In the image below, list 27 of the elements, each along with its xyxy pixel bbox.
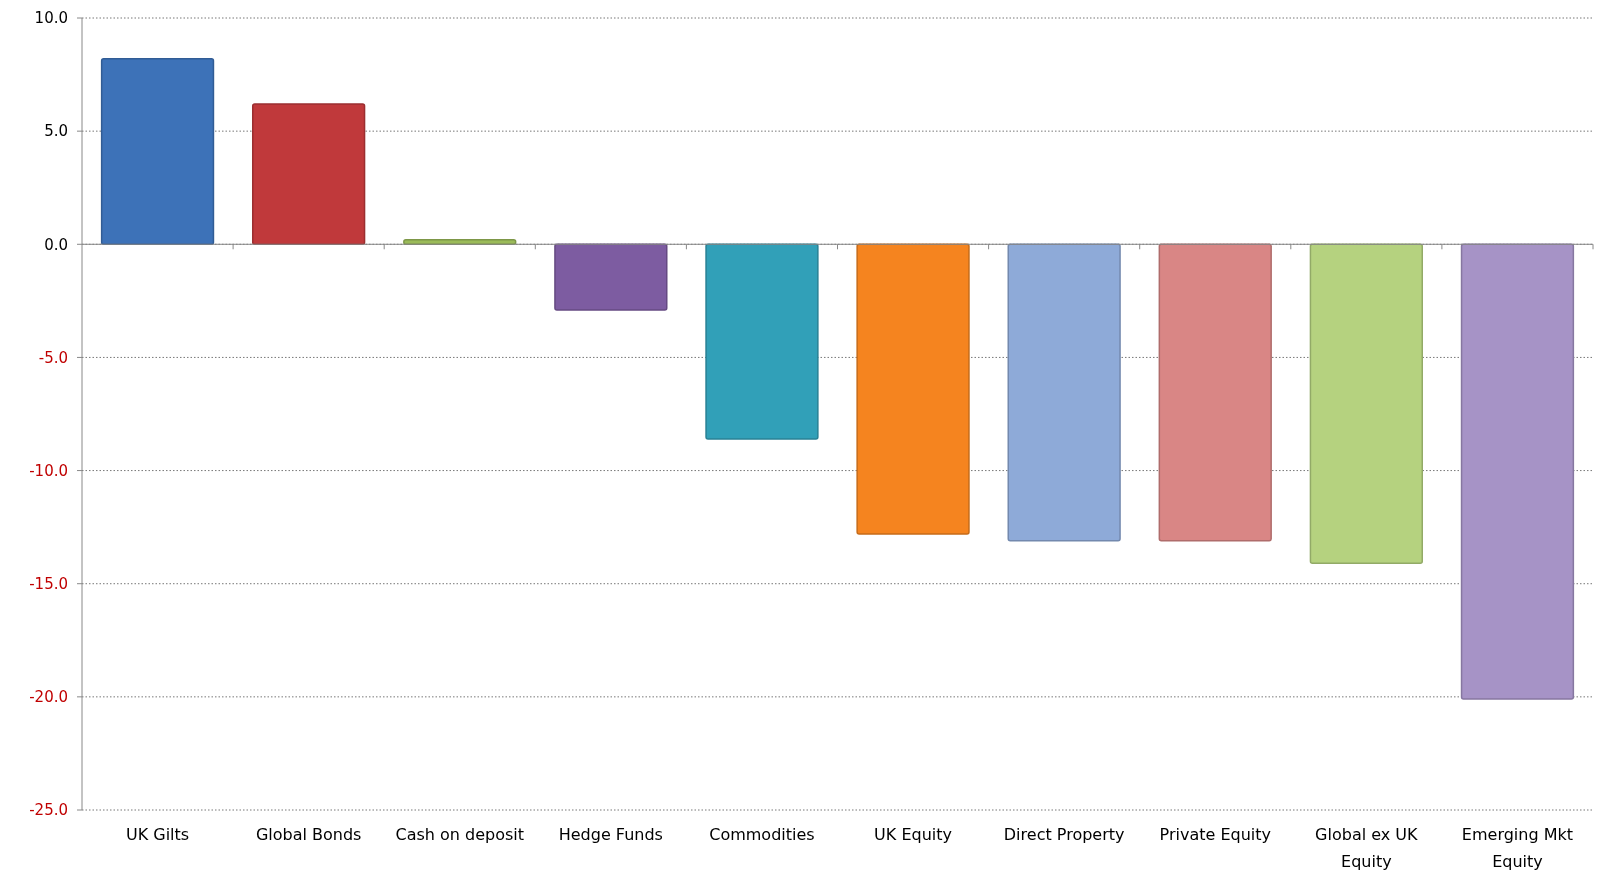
y-tick-label: 5.0 [44, 122, 68, 141]
x-tick-label: Global Bonds [255, 825, 362, 844]
bar [856, 243, 970, 535]
x-tick-label: UK Gilts [125, 825, 190, 844]
x-tick-label: Global ex UK Equity [1315, 825, 1419, 871]
x-tick-label: UK Equity [874, 825, 952, 844]
y-tick-label: 10.0 [34, 9, 68, 28]
x-tick-label: Emerging Mkt Equity [1461, 825, 1574, 871]
x-tick-label: Private Equity [1159, 825, 1271, 844]
x-tick-label: Cash on deposit [395, 825, 525, 844]
bar [1309, 243, 1423, 565]
y-tick-label: -5.0 [38, 348, 68, 367]
bar [1158, 243, 1272, 542]
y-tick-label: -25.0 [29, 801, 68, 820]
bar [100, 57, 215, 246]
x-tick-label: Hedge Funds [558, 825, 663, 844]
y-tick-label: 0.0 [44, 235, 68, 254]
bar [1007, 243, 1121, 542]
x-tick-label: Commodities [709, 825, 815, 844]
y-tick-label: -15.0 [29, 574, 68, 593]
bar [705, 243, 819, 440]
bar [251, 103, 366, 246]
y-tick-label: -10.0 [29, 461, 68, 480]
y-tick-label: -20.0 [29, 688, 68, 707]
bar [1460, 243, 1575, 700]
bar [554, 243, 668, 311]
x-tick-label: Direct Property [1003, 825, 1125, 844]
